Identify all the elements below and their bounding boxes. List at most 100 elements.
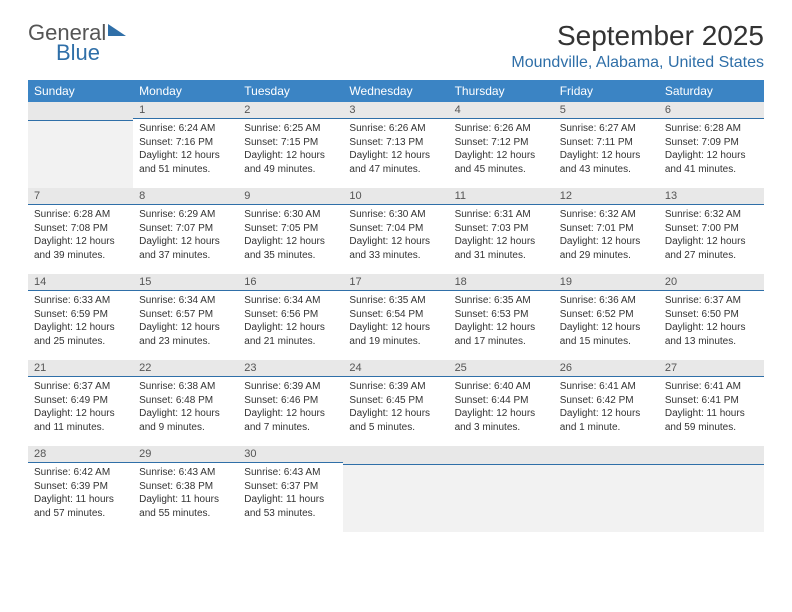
- day-content: Sunrise: 6:42 AMSunset: 6:39 PMDaylight:…: [28, 463, 133, 523]
- daylight-text: and 55 minutes.: [139, 507, 232, 521]
- day-number: 13: [659, 188, 764, 205]
- daylight-text: Daylight: 12 hours: [244, 235, 337, 249]
- daylight-text: and 45 minutes.: [455, 163, 548, 177]
- sunrise-text: Sunrise: 6:26 AM: [455, 122, 548, 136]
- day-content: Sunrise: 6:40 AMSunset: 6:44 PMDaylight:…: [449, 377, 554, 437]
- sunrise-text: Sunrise: 6:25 AM: [244, 122, 337, 136]
- sunset-text: Sunset: 7:11 PM: [560, 136, 653, 150]
- sunset-text: Sunset: 6:50 PM: [665, 308, 758, 322]
- day-number: 4: [449, 102, 554, 119]
- calendar-day-cell: 28Sunrise: 6:42 AMSunset: 6:39 PMDayligh…: [28, 446, 133, 532]
- daylight-text: Daylight: 12 hours: [560, 149, 653, 163]
- day-content: Sunrise: 6:30 AMSunset: 7:04 PMDaylight:…: [343, 205, 448, 265]
- sunset-text: Sunset: 7:12 PM: [455, 136, 548, 150]
- daylight-text: Daylight: 12 hours: [34, 407, 127, 421]
- daylight-text: Daylight: 11 hours: [34, 493, 127, 507]
- daylight-text: and 49 minutes.: [244, 163, 337, 177]
- day-number: 29: [133, 446, 238, 463]
- sunrise-text: Sunrise: 6:30 AM: [349, 208, 442, 222]
- day-content: Sunrise: 6:41 AMSunset: 6:41 PMDaylight:…: [659, 377, 764, 437]
- calendar-body: 1 Sunrise: 6:24 AMSunset: 7:16 PM Daylight…: [28, 102, 764, 532]
- day-number: 26: [554, 360, 659, 377]
- day-header: Tuesday: [238, 80, 343, 102]
- empty-day-header: [659, 446, 764, 465]
- day-number: 20: [659, 274, 764, 291]
- sunset-text: Sunset: 6:37 PM: [244, 480, 337, 494]
- day-number: 8: [133, 188, 238, 205]
- daylight-text: and 17 minutes.: [455, 335, 548, 349]
- day-number: 14: [28, 274, 133, 291]
- day-number: 18: [449, 274, 554, 291]
- sunset-text: Sunset: 6:48 PM: [139, 394, 232, 408]
- sunrise-text: Sunrise: 6:29 AM: [139, 208, 232, 222]
- day-content: Sunrise: 6:25 AMSunset: 7:15 PMDaylight:…: [238, 119, 343, 179]
- daylight-text: Daylight: 12 hours: [665, 321, 758, 335]
- daylight-text: Daylight: 12 hours: [139, 321, 232, 335]
- sunset-text: Sunset: 6:56 PM: [244, 308, 337, 322]
- daylight-text: and 29 minutes.: [560, 249, 653, 263]
- sunset-text: Sunset: 7:03 PM: [455, 222, 548, 236]
- daylight-text: and 15 minutes.: [560, 335, 653, 349]
- day-header: Monday: [133, 80, 238, 102]
- calendar-day-cell: 30Sunrise: 6:43 AMSunset: 6:37 PMDayligh…: [238, 446, 343, 532]
- calendar-day-cell: 23Sunrise: 6:39 AMSunset: 6:46 PMDayligh…: [238, 360, 343, 446]
- calendar-day-cell: 26Sunrise: 6:41 AMSunset: 6:42 PMDayligh…: [554, 360, 659, 446]
- empty-day-header: [449, 446, 554, 465]
- calendar-day-cell: 27Sunrise: 6:41 AMSunset: 6:41 PMDayligh…: [659, 360, 764, 446]
- sunrise-text: Sunrise: 6:32 AM: [560, 208, 653, 222]
- logo-stack: General Blue: [28, 20, 126, 66]
- day-number: 19: [554, 274, 659, 291]
- sunset-text: Sunset: 7:16 PM: [139, 136, 232, 150]
- calendar-day-cell: 29Sunrise: 6:43 AMSunset: 6:38 PMDayligh…: [133, 446, 238, 532]
- day-content: Sunrise: 6:30 AMSunset: 7:05 PMDaylight:…: [238, 205, 343, 265]
- sunset-text: Sunset: 6:59 PM: [34, 308, 127, 322]
- sunrise-text: Sunrise: 6:39 AM: [349, 380, 442, 394]
- sunset-text: Sunset: 6:44 PM: [455, 394, 548, 408]
- calendar-empty-cell: [449, 446, 554, 532]
- sunset-text: Sunset: 6:54 PM: [349, 308, 442, 322]
- daylight-text: and 21 minutes.: [244, 335, 337, 349]
- day-content: Sunrise: 6:35 AMSunset: 6:53 PMDaylight:…: [449, 291, 554, 351]
- calendar-day-cell: 7Sunrise: 6:28 AMSunset: 7:08 PMDaylight…: [28, 188, 133, 274]
- daylight-text: Daylight: 12 hours: [244, 321, 337, 335]
- sunrise-text: Sunrise: 6:32 AM: [665, 208, 758, 222]
- calendar-day-cell: 17Sunrise: 6:35 AMSunset: 6:54 PMDayligh…: [343, 274, 448, 360]
- sunrise-text: Sunrise: 6:37 AM: [665, 294, 758, 308]
- daylight-text: and 1 minute.: [560, 421, 653, 435]
- day-header: Thursday: [449, 80, 554, 102]
- day-content: Sunrise: 6:43 AMSunset: 6:38 PMDaylight:…: [133, 463, 238, 523]
- daylight-text: Daylight: 12 hours: [560, 321, 653, 335]
- sunrise-text: Sunrise: 6:34 AM: [244, 294, 337, 308]
- sunset-text: Sunset: 6:39 PM: [34, 480, 127, 494]
- calendar-page: General Blue September 2025 Moundville, …: [0, 0, 792, 552]
- daylight-text: Daylight: 12 hours: [244, 149, 337, 163]
- daylight-text: Daylight: 12 hours: [455, 321, 548, 335]
- day-content: Sunrise: 6:43 AMSunset: 6:37 PMDaylight:…: [238, 463, 343, 523]
- sunset-text: Sunset: 6:53 PM: [455, 308, 548, 322]
- logo-text-blue: Blue: [56, 40, 126, 66]
- day-number: 7: [28, 188, 133, 205]
- daylight-text: and 5 minutes.: [349, 421, 442, 435]
- day-number: 27: [659, 360, 764, 377]
- day-number: 1: [133, 102, 238, 119]
- daylight-text: Daylight: 12 hours: [349, 321, 442, 335]
- calendar-day-cell: 12Sunrise: 6:32 AMSunset: 7:01 PMDayligh…: [554, 188, 659, 274]
- sunrise-text: Sunrise: 6:24 AM: [139, 122, 232, 136]
- sunset-text: Sunset: 7:13 PM: [349, 136, 442, 150]
- calendar-day-cell: 25Sunrise: 6:40 AMSunset: 6:44 PMDayligh…: [449, 360, 554, 446]
- daylight-text: and 37 minutes.: [139, 249, 232, 263]
- daylight-text: Daylight: 12 hours: [455, 235, 548, 249]
- empty-day-header: [343, 446, 448, 465]
- day-content: Sunrise: 6:32 AMSunset: 7:01 PMDaylight:…: [554, 205, 659, 265]
- daylight-text: Daylight: 12 hours: [244, 407, 337, 421]
- daylight-text: Daylight: 12 hours: [34, 235, 127, 249]
- sunrise-text: Sunrise: 6:33 AM: [34, 294, 127, 308]
- sunset-text: Sunset: 7:09 PM: [665, 136, 758, 150]
- calendar-day-cell: 15Sunrise: 6:34 AMSunset: 6:57 PMDayligh…: [133, 274, 238, 360]
- sunrise-text: Sunrise: 6:41 AM: [560, 380, 653, 394]
- month-title: September 2025: [511, 20, 764, 52]
- calendar-day-cell: 24Sunrise: 6:39 AMSunset: 6:45 PMDayligh…: [343, 360, 448, 446]
- sunrise-text: Sunrise: 6:34 AM: [139, 294, 232, 308]
- sunrise-text: Sunrise: 6:40 AM: [455, 380, 548, 394]
- sunrise-text: Sunrise: 6:42 AM: [34, 466, 127, 480]
